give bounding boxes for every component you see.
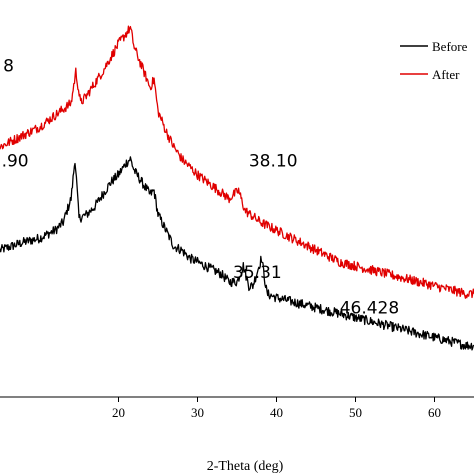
peak-annotation: 8 (3, 56, 14, 76)
peak-annotation: 35.31 (233, 263, 282, 283)
series-line-after (0, 25, 474, 299)
x-axis-title: 2-Theta (deg) (207, 459, 284, 474)
legend-label-before: Before (432, 39, 468, 54)
x-tick-label: 40 (270, 405, 283, 420)
legend-box (388, 30, 474, 90)
legend: Before After (388, 30, 474, 90)
annotations: 8 .90 38.10 35.31 46.428 (2, 56, 400, 318)
x-tick-label: 20 (112, 405, 125, 420)
peak-annotation: 46.428 (340, 299, 399, 319)
x-tick-label: 50 (349, 405, 362, 420)
x-tick-label: 60 (428, 405, 441, 420)
plot-area (0, 25, 474, 351)
peak-annotation: 38.10 (249, 152, 298, 172)
legend-label-after: After (432, 67, 460, 82)
series-line-before (0, 156, 474, 351)
x-tick-label: 30 (191, 405, 204, 420)
peak-annotation: .90 (2, 152, 29, 172)
axes: 20 30 40 50 60 (0, 396, 474, 420)
